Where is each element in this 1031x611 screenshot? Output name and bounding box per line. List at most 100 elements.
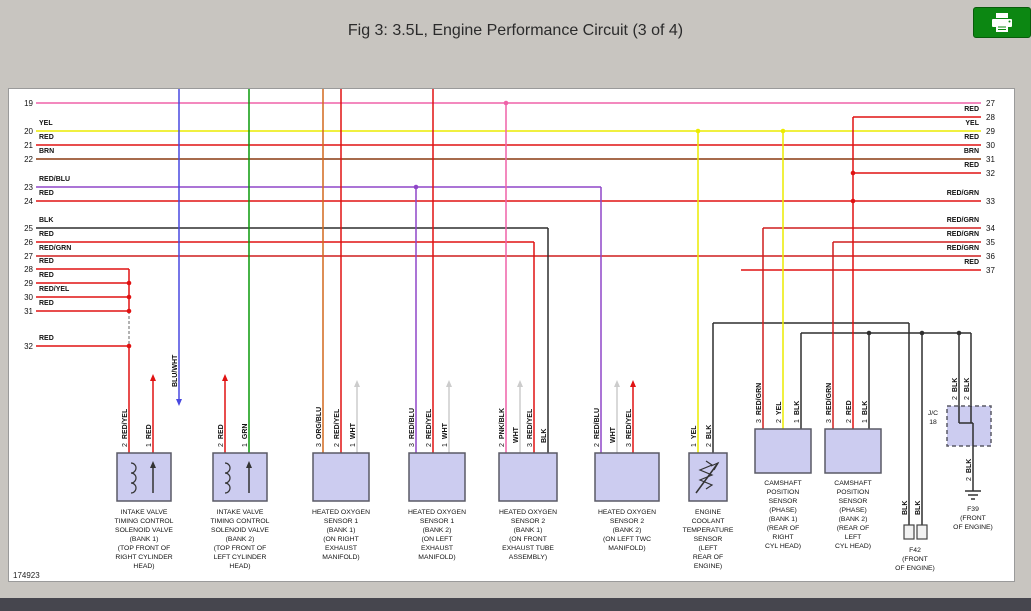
left-wire-color: RED [39,335,54,342]
component-label-jc18: J/C 18 [927,410,939,426]
right-wire-color: RED [964,259,979,266]
right-wire-color: RED/GRN [946,231,979,238]
solenoid-coil-symbol [224,462,231,494]
f42-terminal [916,524,928,540]
left-wire-color: RED [39,190,54,197]
left-wire-color: PNK/BLU [39,89,70,91]
wire-label: BLK [541,428,548,443]
component-label-ect: ENGINE COOLANT TEMPERATURE SENSOR (LEFT … [682,509,734,570]
left-wire-color: RED/GRN [39,245,72,252]
wire-label: 2 RED/YEL [426,408,433,447]
right-wire-color: RED/GRN [946,245,979,252]
wire-label: 2 BLK [964,377,971,400]
right-pin-number: 27 [986,99,995,108]
wire-label: 3 RED/GRN [756,382,763,423]
left-pin-number: 29 [24,279,33,288]
left-pin-number: 26 [24,238,33,247]
right-wire-color: PNK/BLU [909,89,979,91]
ho2s2-bank1-box [498,452,558,502]
wire-label: 2 RED/YEL [334,408,341,447]
component-label-ho2s2-bank1: HEATED OXYGEN SENSOR 2 (BANK 1) (ON FRON… [498,509,558,561]
left-pin-number: 31 [24,307,33,316]
left-wire-color: RED/YEL [39,286,70,293]
left-pin-number: 28 [24,265,33,274]
window-bottom-edge [0,598,1031,611]
wiring-diagram-svg [36,89,992,540]
right-wire-color: RED/GRN [946,217,979,224]
wire-label: 2 BLK [706,424,713,447]
page-title: Fig 3: 3.5L, Engine Performance Circuit … [347,22,684,39]
right-pin-number: 32 [986,169,995,178]
right-wire-color: YEL [965,120,979,127]
right-pin-number: 35 [986,238,995,247]
left-wire-color: RED [39,134,54,141]
component-label-ho2s2-bank2: HEATED OXYGEN SENSOR 2 (BANK 2) (ON LEFT… [597,509,657,552]
left-wire-color: BRN [39,148,55,155]
wire-label: BLK [902,500,909,515]
wire-label: WHT [610,427,617,443]
diagram-panel: 19 20 21 22 23 24 25 26 27 28 29 30 31 3… [8,88,1015,582]
wire-label: 3 RED/BLU [409,407,416,447]
left-pin-number: 19 [24,99,33,108]
wire-label: 2 PNK/BLK [499,407,506,447]
wire-label: 3 RED/GRN [826,382,833,423]
right-wire-color: RED [964,134,979,141]
right-pin-number: 34 [986,224,995,233]
wire-label: 1 WHT [442,423,449,447]
wire-label: 2 RED/YEL [122,408,129,447]
wire-label: 1 BLK [794,400,801,423]
left-wire-color: RED [39,300,54,307]
left-wire-color: RED [39,258,54,265]
left-pin-number: 23 [24,183,33,192]
cmp-bank2-box [824,428,882,474]
left-pin-number: 30 [24,293,33,302]
ivt-bank2-box [212,452,268,502]
print-button[interactable] [973,7,1031,38]
wire-label: BLK [915,500,922,515]
wire-label: 3 RED/YEL [626,408,633,447]
component-label-ivt-bank1: INTAKE VALVE TIMING CONTROL SOLENOID VAL… [114,509,174,570]
printer-icon [992,12,1012,32]
right-wire-color: RED [964,106,979,113]
wire-label: 2 YEL [776,401,783,423]
wire-label: WHT [513,427,520,443]
wire-label: 1 YEL [691,425,698,447]
ho2s1-bank1-box [312,452,370,502]
right-pin-number: 37 [986,266,995,275]
wire-label: 1 GRN [242,423,249,447]
left-pin-number: 25 [24,224,33,233]
left-wire-color: RED [39,231,54,238]
component-label-f42: F42 (FRONT OF ENGINE) [895,547,935,572]
component-label-cmp-bank1: CAMSHAFT POSITION SENSOR (PHASE) (BANK 1… [764,480,802,550]
f42-terminal [903,524,915,540]
right-pin-number: 33 [986,197,995,206]
wire-label: 3 ORG/BLU [316,406,323,447]
ho2s2-bank2-box [594,452,660,502]
left-wire-color: RED [39,272,54,279]
component-label-f39: F39 (FRONT OF ENGINE) [953,506,993,531]
right-wire-color: RED [964,162,979,169]
cmp-bank1-box [754,428,812,474]
right-pin-number: 36 [986,252,995,261]
right-pin-number: 30 [986,141,995,150]
left-pin-number: 27 [24,252,33,261]
left-pin-number: 21 [24,141,33,150]
left-wire-color: RED/BLU [39,176,71,183]
left-pin-number: 22 [24,155,33,164]
wire-label: 2 RED/BLU [594,407,601,447]
wire-label: 2 RED [846,400,853,423]
left-wire-color: BLK [39,217,54,224]
left-pin-number: 32 [24,342,33,351]
ivt-bank1-box [116,452,172,502]
junction-connector-box [946,405,992,447]
component-label-ho2s1-bank2: HEATED OXYGEN SENSOR 1 (BANK 2) (ON LEFT… [407,509,467,561]
wire-label: 2 RED [218,424,225,447]
solenoid-coil-symbol [130,462,137,494]
right-wire-color: RED/GRN [946,190,979,197]
wire-label: 3 RED/YEL [527,408,534,447]
wire-label: 2 BLK [966,458,973,481]
component-label-ho2s1-bank1: HEATED OXYGEN SENSOR 1 (BANK 1) (ON RIGH… [311,509,371,561]
wire-label: 1 BLK [862,400,869,423]
right-pin-number: 28 [986,113,995,122]
